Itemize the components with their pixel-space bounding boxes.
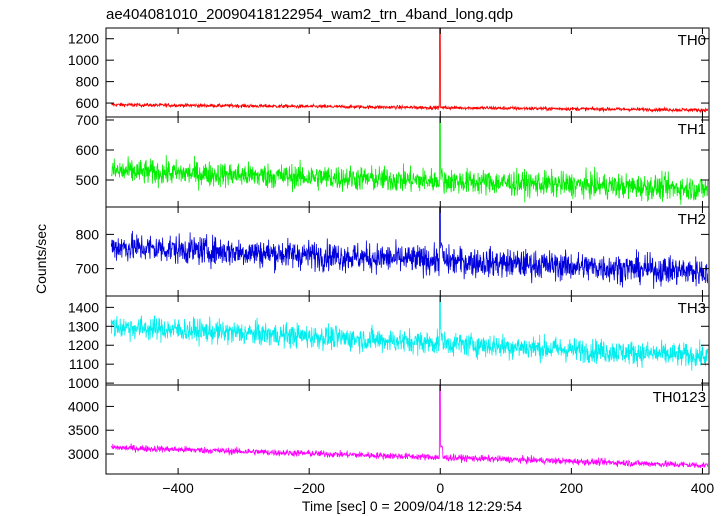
x-tick-label: −400	[162, 480, 194, 496]
x-tick-label: −200	[293, 480, 325, 496]
series-line-th1	[110, 117, 709, 205]
y-tick-label: 1000	[68, 375, 99, 391]
panel-label-th3: TH3	[678, 300, 706, 317]
y-tick-label: 800	[76, 74, 100, 90]
y-tick-label: 500	[76, 172, 100, 188]
y-tick-label: 1300	[68, 318, 99, 334]
y-tick-label: 700	[76, 112, 100, 128]
y-tick-label: 1000	[68, 52, 99, 68]
panel-frame-th0123	[105, 384, 710, 475]
panel-label-th1: TH1	[678, 121, 706, 138]
series-line-th2	[110, 207, 709, 289]
panels-group: TH060080010001200TH1500600700TH2700800TH…	[68, 27, 715, 496]
y-tick-label: 1200	[68, 31, 99, 47]
y-tick-label: 1100	[69, 356, 99, 372]
y-tick-label: 4000	[68, 398, 99, 414]
panel-label-th2: TH2	[678, 211, 706, 228]
y-tick-label: 3500	[68, 422, 99, 438]
panel-frame-th0	[105, 27, 710, 118]
y-tick-label: 600	[76, 95, 100, 111]
series-line-th0123	[110, 385, 709, 469]
series-line-th3	[110, 296, 709, 371]
x-axis-label: Time [sec] 0 = 2009/04/18 12:29:54	[302, 498, 522, 514]
y-tick-label: 3000	[68, 446, 99, 462]
panel-label-th0: TH0	[678, 32, 706, 49]
y-tick-label: 600	[76, 142, 100, 158]
x-tick-label: 200	[560, 480, 584, 496]
x-tick-label: 400	[691, 480, 715, 496]
panel-label-th0123: TH0123	[653, 389, 706, 406]
y-tick-label: 1400	[68, 299, 99, 315]
y-tick-label: 800	[76, 226, 100, 242]
chart-title: ae404081010_20090418122954_wam2_trn_4ban…	[106, 6, 513, 23]
y-tick-label: 700	[76, 261, 100, 277]
x-tick-label: 0	[436, 480, 444, 496]
series-line-th0	[110, 28, 709, 114]
y-tick-label: 1200	[68, 337, 99, 353]
y-axis-label: Counts/sec	[33, 224, 49, 294]
panel-frame-th2	[105, 206, 710, 297]
